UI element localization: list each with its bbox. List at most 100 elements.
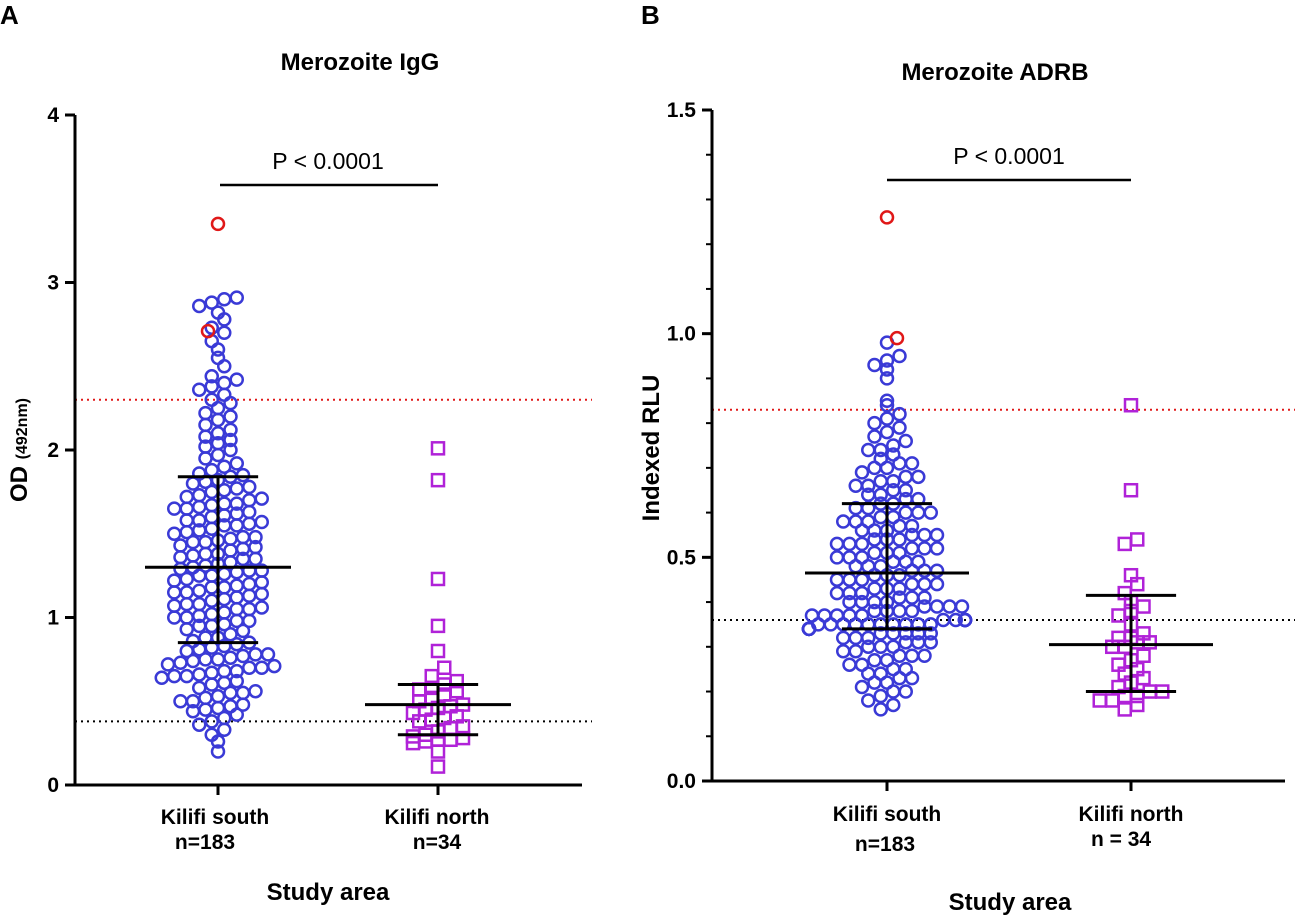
panel-b-y-tick-label: 0.0 xyxy=(667,770,696,793)
panel-b-south-point xyxy=(848,630,863,646)
panel-a-south-point xyxy=(217,459,232,474)
panel-a-south-point xyxy=(217,722,232,737)
panel-a-south-point xyxy=(223,395,238,411)
panel-b-south-point xyxy=(892,518,907,534)
panel-b-south-point xyxy=(879,397,895,413)
panel-a-south-point xyxy=(229,707,244,722)
panel-a-south-point xyxy=(167,526,182,541)
panel-a-south-point xyxy=(179,596,194,612)
panel-b-south-point xyxy=(867,652,882,668)
panel-a-south-point xyxy=(217,325,232,340)
panel-a-y-tick-label: 2 xyxy=(47,439,59,462)
panel-b-title: Merozoite ADRB xyxy=(901,59,1088,86)
panel-b-south-point xyxy=(892,581,907,596)
panel-b-south-point xyxy=(879,362,895,377)
panel-a-south-point xyxy=(217,312,232,327)
panel-b-south-point xyxy=(898,684,913,699)
panel-a-south-point xyxy=(204,509,219,525)
panel-b-south-point xyxy=(886,697,901,713)
panel-a-south-point xyxy=(223,409,238,424)
panel-a-south-point xyxy=(198,690,213,706)
panel-a-south-point xyxy=(217,663,232,679)
panel-a-south-point xyxy=(210,350,226,366)
panel-b-south-point xyxy=(867,581,882,596)
panel-a-title: Merozoite IgG xyxy=(281,49,440,76)
panel-b-south-point xyxy=(829,536,845,552)
panel-a-n-south: n=183 xyxy=(175,831,235,854)
panel-a-north-point xyxy=(430,759,446,774)
panel-a-south-point xyxy=(242,479,257,495)
panel-a-south-point xyxy=(260,647,276,662)
panel-a-south-point xyxy=(223,650,238,665)
panel-a-y-tick-label: 0 xyxy=(47,774,59,797)
panel-a-category-north: Kilifi north xyxy=(385,806,490,829)
panel-a-south-point xyxy=(179,571,194,587)
panel-a-south-point xyxy=(242,504,257,520)
panel-a-south-point xyxy=(229,496,244,511)
panel-b-south-point xyxy=(879,411,895,426)
panel-a-north-point xyxy=(430,472,446,488)
panel-a-south-point xyxy=(235,529,251,545)
panel-b-south-point xyxy=(917,541,932,556)
panel-a-north-point xyxy=(424,668,439,684)
panel-a-category-south: Kilifi south xyxy=(161,806,270,829)
panel-b-south-point xyxy=(867,675,882,690)
panel-a-south-point xyxy=(192,680,207,696)
panel-b-south-point xyxy=(911,635,926,650)
panel-a-south-point xyxy=(254,586,269,602)
panel-b-south-point xyxy=(854,594,870,610)
panel-a-south-point xyxy=(217,566,232,582)
panel-a-south-point xyxy=(248,647,263,662)
panel-b-south-outlier-point xyxy=(889,330,905,346)
panel-b-south-point xyxy=(873,442,888,458)
panel-b-south-point xyxy=(854,536,870,552)
panel-a: A Merozoite IgG OD (492nm) Study area Ki… xyxy=(0,0,592,906)
panel-b-south-point xyxy=(854,523,870,538)
panel-a-south-point xyxy=(204,484,219,500)
panel-a-south-point xyxy=(204,521,219,536)
panel-b-south-point xyxy=(904,563,920,579)
panel-a-north-point xyxy=(449,673,464,689)
panel-b-south-point xyxy=(829,550,845,565)
panel-b-south-point xyxy=(867,357,882,373)
panel-b-south-point xyxy=(942,599,957,614)
panel-a-south-point xyxy=(248,529,263,545)
panel-b-south-point xyxy=(917,576,932,592)
panel-a-south-point xyxy=(179,668,194,684)
panel-a-south-point xyxy=(167,668,182,684)
panel-a-south-point xyxy=(192,717,207,732)
panel-b-south-point xyxy=(923,505,938,520)
panel-b-south-point xyxy=(829,572,845,587)
panel-b-south-point xyxy=(886,554,901,570)
panel-a-south-point xyxy=(217,387,232,402)
panel-b-north-point xyxy=(1142,635,1157,650)
panel-a-south-point xyxy=(229,637,244,652)
panel-b-south-point xyxy=(917,648,932,663)
panel-b-south-point xyxy=(886,482,901,498)
panel-b-south-point xyxy=(861,478,876,494)
panel-b-north-point xyxy=(1123,482,1139,498)
panel-b-south-point xyxy=(948,612,963,628)
panel-b-south-point xyxy=(836,644,851,659)
panel-b-south-point xyxy=(929,599,945,614)
panel-a-south-point xyxy=(192,382,207,397)
panel-b-north-point xyxy=(1130,576,1145,592)
panel-b-south-point xyxy=(911,469,926,485)
panel-b-south-point xyxy=(904,590,920,605)
panel-a-south-point xyxy=(167,573,182,588)
panel-a-south-point xyxy=(217,605,232,620)
panel-b-south-point xyxy=(861,500,876,516)
panel-b-south-point xyxy=(923,635,938,650)
panel-a-south-point xyxy=(210,734,226,749)
panel-a-south-point xyxy=(223,699,238,714)
panel-b-south-outlier-point xyxy=(879,210,895,225)
panel-b-south-point xyxy=(923,617,938,632)
panel-a-south-point xyxy=(204,714,219,729)
panel-a-y-tick-label: 3 xyxy=(47,272,59,295)
panel-a-south-point xyxy=(185,476,201,491)
panel-a-south-point xyxy=(173,655,188,670)
panel-a-south-point xyxy=(229,481,244,496)
panel-b-south-point xyxy=(954,599,970,614)
panel-b-north-point xyxy=(1123,397,1139,413)
panel-a-x-axis-title: Study area xyxy=(267,879,390,906)
